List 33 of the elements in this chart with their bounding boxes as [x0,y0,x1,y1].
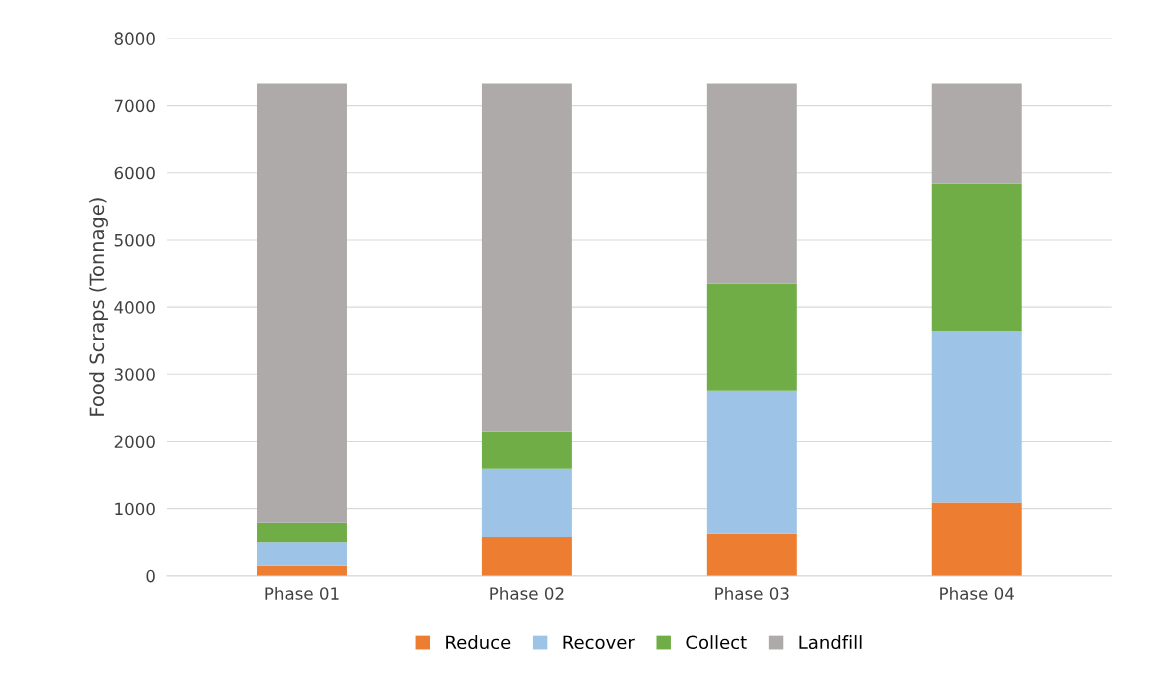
bar [257,542,347,566]
bar [257,522,347,543]
bar [481,83,572,432]
bar [257,83,347,523]
y-tick-label: 1000 [115,502,155,516]
legend-label: Recover [563,635,635,650]
y-tick-label: 0 [146,569,155,583]
y-tick-label: 6000 [114,166,155,180]
y-tick-label: 7000 [114,99,155,113]
x-tick-label: Phase 04 [940,586,1014,600]
x-tick-label: Phase 03 [715,586,789,600]
bar [706,533,797,576]
bar [706,283,797,391]
bar [931,331,1022,503]
y-axis-title: Food Scraps (Tonnage) [89,198,108,416]
y-tick-label: 8000 [114,32,155,45]
y-tick-label: 4000 [114,301,155,314]
legend-label: Landfill [799,635,862,650]
legend-label: Collect [686,635,747,650]
y-tick-label: 5000 [114,233,155,247]
x-tick-label: Phase 02 [490,586,564,600]
bar [706,390,797,534]
legend-label: Reduce [446,635,511,650]
bar [931,83,1022,184]
bar [931,502,1022,576]
bar [706,83,797,284]
y-tick-label: 2000 [114,435,155,449]
bar [481,431,572,469]
y-tick-label: 3000 [114,368,155,381]
bar [481,468,572,537]
x-tick-label: Phase 01 [265,586,339,600]
bar [931,183,1022,332]
bar [481,536,572,576]
